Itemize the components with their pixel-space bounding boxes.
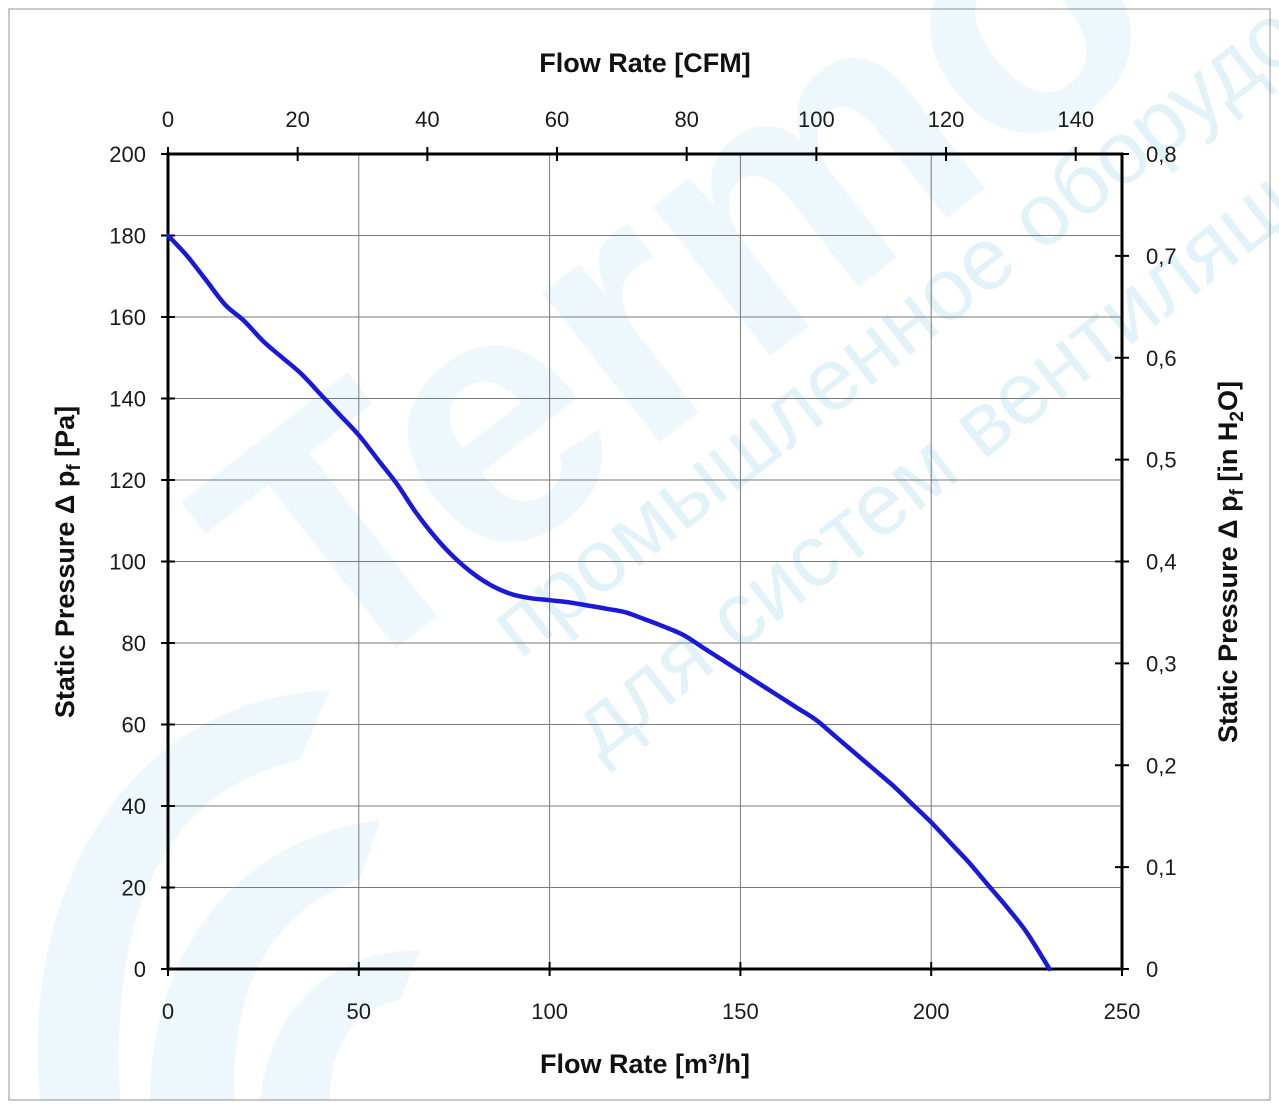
y2-tick-label: 0,6 bbox=[1146, 346, 1177, 371]
y-tick-label: 60 bbox=[122, 713, 146, 738]
watermark-swirl bbox=[37, 690, 421, 1100]
x2-tick-label: 20 bbox=[285, 107, 309, 132]
y-tick-label: 120 bbox=[109, 468, 146, 493]
y-tick-label: 80 bbox=[122, 631, 146, 656]
y-tick-label: 160 bbox=[109, 305, 146, 330]
y2-tick-label: 0,1 bbox=[1146, 855, 1177, 880]
x2-tick-label: 80 bbox=[674, 107, 698, 132]
y-tick-label: 0 bbox=[134, 957, 146, 982]
x2-tick-label: 100 bbox=[798, 107, 835, 132]
series-line-flow-curve bbox=[165, 233, 1052, 972]
x2-axis-title: Flow Rate [CFM] bbox=[539, 48, 750, 78]
y2-tick-label: 0,2 bbox=[1146, 753, 1177, 778]
y-axis-title: Static Pressure Δ pf [Pa] bbox=[50, 406, 85, 718]
x-tick-label: 200 bbox=[913, 999, 950, 1024]
y2-tick-label: 0,7 bbox=[1146, 244, 1177, 269]
x-tick-label: 0 bbox=[162, 999, 174, 1024]
tick-labels: 0 50 100 150 200 2500204060801001201401601802… bbox=[109, 107, 1176, 1024]
x2-tick-label: 40 bbox=[415, 107, 439, 132]
y-tick-label: 200 bbox=[109, 142, 146, 167]
y2-axis-title: Static Pressure Δ pf [in H2O] bbox=[1213, 381, 1248, 743]
y-tick-label: 140 bbox=[109, 387, 146, 412]
y2-tick-label: 0,5 bbox=[1146, 448, 1177, 473]
x2-tick-label: 0 bbox=[162, 107, 174, 132]
chart-border bbox=[8, 8, 1271, 1101]
y-tick-label: 100 bbox=[109, 550, 146, 575]
x2-tick-label: 140 bbox=[1057, 107, 1094, 132]
y2-tick-label: 0,3 bbox=[1146, 651, 1177, 676]
ticks bbox=[161, 147, 1129, 976]
x2-tick-label: 120 bbox=[928, 107, 965, 132]
y-tick-label: 180 bbox=[109, 224, 146, 249]
x-tick-label: 50 bbox=[347, 999, 371, 1024]
x-tick-label: 250 bbox=[1104, 999, 1141, 1024]
x-axis-title: Flow Rate [m³/h] bbox=[540, 1049, 750, 1079]
x-tick-label: 150 bbox=[722, 999, 759, 1024]
y-tick-label: 20 bbox=[122, 876, 146, 901]
x2-tick-label: 60 bbox=[545, 107, 569, 132]
y2-tick-label: 0 bbox=[1146, 957, 1158, 982]
y2-tick-label: 0,4 bbox=[1146, 550, 1177, 575]
y-tick-label: 40 bbox=[122, 794, 146, 819]
y2-tick-label: 0,8 bbox=[1146, 142, 1177, 167]
x-tick-label: 100 bbox=[531, 999, 568, 1024]
